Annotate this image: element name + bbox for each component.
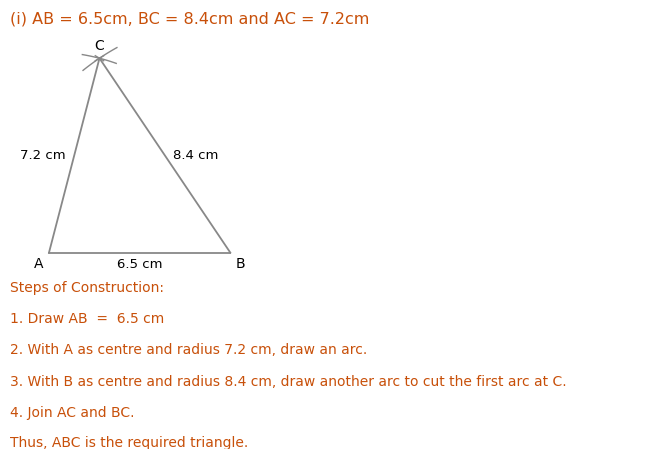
Text: 7.2 cm: 7.2 cm: [20, 149, 66, 162]
Text: B: B: [236, 257, 245, 271]
Text: 8.4 cm: 8.4 cm: [174, 149, 219, 162]
Text: Steps of Construction:: Steps of Construction:: [10, 281, 164, 295]
Text: C: C: [94, 39, 104, 53]
Text: 1. Draw AB  =  6.5 cm: 1. Draw AB = 6.5 cm: [10, 312, 164, 326]
Text: 6.5 cm: 6.5 cm: [117, 258, 162, 271]
Text: A: A: [34, 257, 43, 271]
Text: 4. Join AC and BC.: 4. Join AC and BC.: [10, 406, 134, 420]
Text: (i) AB = 6.5cm, BC = 8.4cm and AC = 7.2cm: (i) AB = 6.5cm, BC = 8.4cm and AC = 7.2c…: [10, 11, 369, 26]
Text: 2. With A as centre and radius 7.2 cm, draw an arc.: 2. With A as centre and radius 7.2 cm, d…: [10, 343, 367, 357]
Text: 3. With B as centre and radius 8.4 cm, draw another arc to cut the first arc at : 3. With B as centre and radius 8.4 cm, d…: [10, 375, 567, 389]
Text: Thus, ABC is the required triangle.: Thus, ABC is the required triangle.: [10, 436, 248, 449]
